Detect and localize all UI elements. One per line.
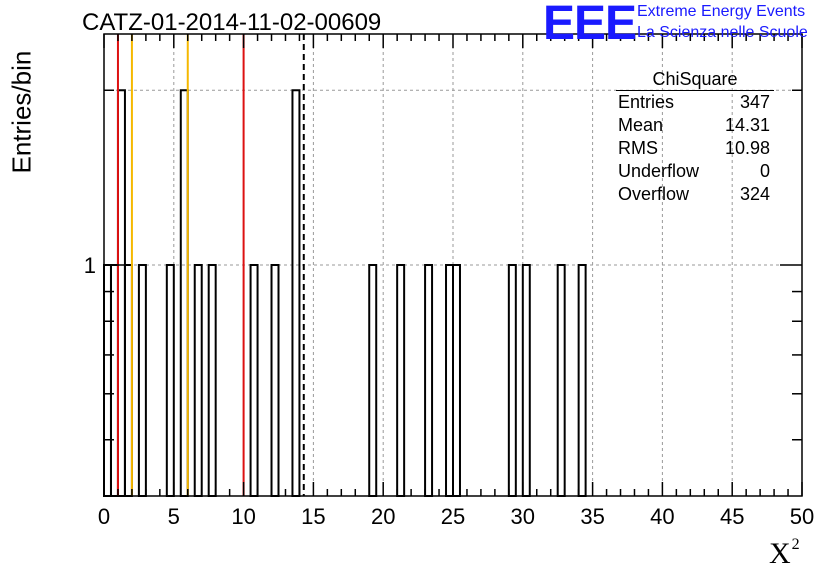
histogram-bin: [179, 89, 189, 497]
stats-title: ChiSquare: [616, 68, 774, 91]
histogram-bin: [249, 264, 259, 497]
histogram-bin: [116, 89, 126, 497]
histogram-bin: [368, 264, 378, 497]
stats-row-rms: RMS 10.98: [612, 137, 778, 160]
stats-label: Overflow: [618, 184, 690, 204]
histogram-bin: [103, 264, 112, 497]
x-tick-label: 5: [168, 504, 180, 529]
stats-label: Mean: [618, 115, 664, 135]
x-tick-label: 30: [511, 504, 535, 529]
histogram-bin: [424, 264, 434, 497]
axis-ticks: [103, 34, 803, 496]
histogram-bin: [396, 264, 406, 497]
stats-value: 10.98: [724, 138, 770, 158]
x-tick-label: 20: [371, 504, 395, 529]
histogram-bin: [270, 264, 280, 497]
histogram-bin: [123, 264, 133, 497]
x-tick-label: 0: [98, 504, 110, 529]
x-axis-label-base: X: [769, 537, 791, 570]
histogram-bin: [193, 264, 203, 497]
axis-tick-labels: 10 5 10 15 20 25 30 35 40 45 50: [84, 253, 814, 529]
x-axis-label: X2: [769, 536, 800, 571]
histogram-bin: [507, 264, 517, 497]
x-tick-label: 10: [231, 504, 255, 529]
stats-value: 0: [759, 161, 770, 181]
histogram-bin: [109, 264, 119, 497]
stats-value: 324: [739, 184, 770, 204]
stats-row-overflow: Overflow 324: [612, 183, 778, 206]
x-tick-label: 45: [720, 504, 744, 529]
stats-value: 347: [739, 92, 770, 112]
histogram-bin: [521, 264, 531, 497]
histogram-bin: [577, 264, 587, 497]
chart-title: CATZ-01-2014-11-02-00609: [82, 9, 382, 36]
histogram-bars: [103, 89, 587, 497]
stats-row-mean: Mean 14.31: [612, 114, 778, 137]
logo-line-1: Extreme Energy Events: [637, 3, 806, 20]
histogram-bin: [207, 264, 217, 497]
histogram-bin: [291, 89, 301, 497]
x-tick-label: 35: [580, 504, 604, 529]
histogram-bin: [452, 264, 461, 497]
histogram-bin: [445, 264, 454, 497]
x-tick-label: 25: [441, 504, 465, 529]
stats-row-entries: Entries 347: [612, 91, 778, 114]
histogram-bin: [165, 264, 175, 497]
x-axis-label-sup: 2: [791, 536, 800, 553]
y-tick-label: 1: [84, 253, 96, 278]
y-axis-label: Entries/bin: [6, 50, 37, 174]
stats-value: 14.31: [724, 115, 770, 135]
stats-label: Entries: [618, 92, 675, 112]
stats-label: Underflow: [618, 161, 700, 181]
x-tick-label: 50: [790, 504, 814, 529]
histogram-bin: [556, 264, 566, 497]
stats-label: RMS: [618, 138, 658, 158]
x-tick-label: 40: [650, 504, 674, 529]
stats-row-underflow: Underflow 0: [612, 160, 778, 183]
marker-lines: [116, 34, 305, 496]
x-tick-label: 15: [301, 504, 325, 529]
histogram-bin: [137, 264, 147, 497]
eee-logo: EEE: [543, 0, 637, 50]
stats-box: ChiSquare Entries 347 Mean 14.31 RMS 10.…: [612, 68, 778, 206]
logo-line-2: La Scienza nelle Scuole: [637, 24, 808, 41]
